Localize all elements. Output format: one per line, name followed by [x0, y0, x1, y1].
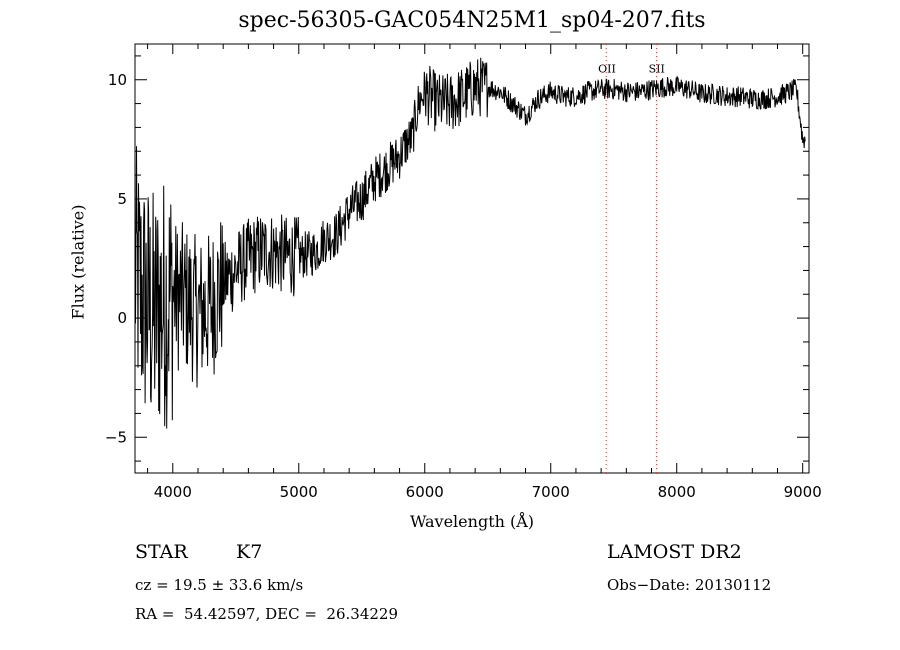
x-tick-label: 9000: [784, 483, 822, 501]
chart-title: spec-56305-GAC054N25M1_sp04-207.fits: [238, 8, 706, 33]
survey-label: LAMOST DR2: [607, 541, 742, 563]
x-tick-label: 7000: [532, 483, 570, 501]
star-subclass: K7: [236, 541, 263, 563]
x-tick-label: 6000: [406, 483, 444, 501]
x-tick-label: 8000: [658, 483, 696, 501]
line-marker-label: SII: [649, 63, 665, 76]
coordinates-text: RA = 54.42597, DEC = 26.34229: [135, 605, 399, 623]
redshift-text: cz = 19.5 ± 33.6 km/s: [135, 576, 304, 594]
y-tick-label: −5: [105, 428, 127, 446]
x-tick-label: 5000: [280, 483, 318, 501]
y-tick-label: 5: [117, 190, 127, 208]
star-class: STAR: [135, 541, 188, 563]
x-axis-label: Wavelength (Å): [409, 512, 535, 531]
obs-date-text: Obs−Date: 20130112: [607, 576, 772, 594]
y-axis-label: Flux (relative): [68, 204, 88, 320]
y-tick-label: 0: [117, 309, 127, 327]
line-markers: OII SII: [598, 44, 665, 473]
axis-tick-labels: 4000 5000 6000 7000 8000 9000 −5 0 5 10: [105, 71, 822, 501]
y-tick-label: 10: [108, 71, 127, 89]
line-marker-label: OII: [598, 63, 616, 76]
spectrum-line: [134, 57, 806, 429]
x-tick-label: 4000: [154, 483, 192, 501]
